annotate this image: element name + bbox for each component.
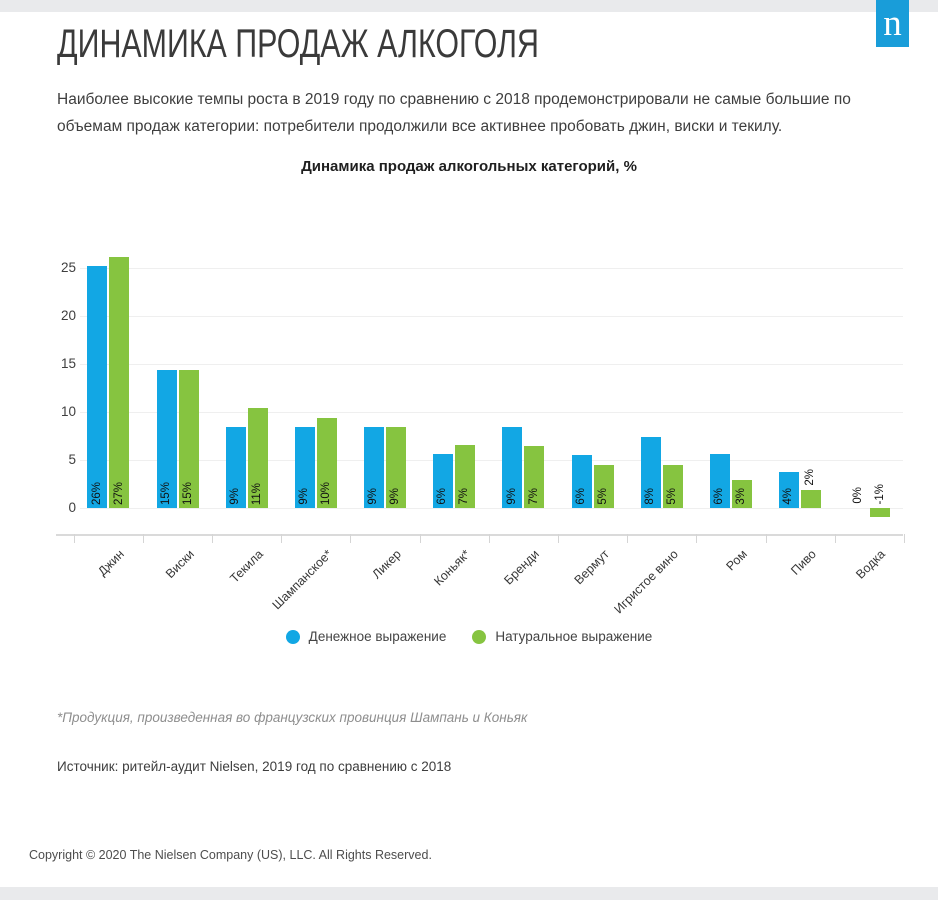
legend-swatch-icon xyxy=(472,629,487,644)
gridline xyxy=(80,508,903,509)
bar-money xyxy=(640,436,661,508)
page-subtitle: Наиболее высокие темпы роста в 2019 году… xyxy=(57,91,851,135)
legend-swatch-icon xyxy=(285,629,300,644)
nielsen-logo-letter: n xyxy=(883,3,902,44)
x-axis-category-label: Вермут xyxy=(571,547,612,588)
y-axis-tick-label: 0 xyxy=(68,500,76,515)
page-title: ДИНАМИКА ПРОДАЖ АЛКОГОЛЯ xyxy=(57,22,539,66)
bar-volume xyxy=(593,464,614,508)
bar-volume xyxy=(109,257,130,508)
bar-money xyxy=(779,472,800,508)
x-axis-category-label: Коньяк* xyxy=(431,547,474,589)
x-axis-tick xyxy=(488,534,490,543)
bar-value-label: -1% xyxy=(870,464,890,504)
bar-value-text: 2% xyxy=(804,469,817,486)
x-axis-category-label: Игристое вино xyxy=(611,547,681,617)
x-axis-tick xyxy=(73,534,75,543)
source-note: Источник: ритейл-аудит Nielsen, 2019 год… xyxy=(57,759,452,774)
x-axis-tick xyxy=(834,534,836,543)
x-axis-category-label: Водка xyxy=(853,547,889,582)
gridline xyxy=(80,412,903,413)
bar-volume xyxy=(662,464,683,508)
x-axis-tick xyxy=(765,534,767,543)
legend-label: Натуральное выражение xyxy=(495,629,653,644)
bar-money xyxy=(364,427,385,508)
bar-volume xyxy=(524,445,545,508)
x-axis-tick xyxy=(281,534,283,543)
x-axis-category-label: Пиво xyxy=(788,547,819,578)
bar-volume xyxy=(870,508,891,517)
bottom-band xyxy=(0,887,938,900)
x-axis-tick xyxy=(696,534,698,543)
x-axis-tick xyxy=(212,534,214,543)
bar-money xyxy=(87,266,108,508)
bar-volume xyxy=(731,480,752,508)
bar-money xyxy=(294,427,315,508)
x-axis-category-label: Бренди xyxy=(501,547,543,588)
bar-money xyxy=(225,427,246,508)
y-axis-tick-label: 15 xyxy=(60,356,76,371)
bar-volume xyxy=(316,417,337,508)
y-axis-tick-label: 20 xyxy=(60,308,76,323)
bar-money xyxy=(502,427,523,508)
chart-title: Динамика продаж алкогольных категорий, % xyxy=(301,158,637,175)
bar-volume xyxy=(178,369,199,508)
copyright: Copyright © 2020 The Nielsen Company (US… xyxy=(29,848,432,862)
y-axis-tick-label: 5 xyxy=(68,452,76,467)
y-axis-tick-label: 25 xyxy=(60,260,76,275)
bar-value-label: 2% xyxy=(801,446,821,486)
legend-item-money: Денежное выражение xyxy=(285,629,447,644)
bar-money xyxy=(156,369,177,508)
bar-volume xyxy=(386,427,407,508)
bar-money xyxy=(571,455,592,508)
top-band xyxy=(0,0,938,12)
x-axis-tick xyxy=(419,534,421,543)
gridline xyxy=(80,316,903,317)
bar-volume xyxy=(247,408,268,508)
bar-value-text: -1% xyxy=(873,483,886,504)
x-axis-tick xyxy=(903,534,905,543)
x-axis-tick xyxy=(627,534,629,543)
bar-volume xyxy=(801,489,822,508)
legend-item-volume: Натуральное выражение xyxy=(472,629,652,644)
nielsen-logo: n xyxy=(876,0,909,47)
x-axis-category-label: Виски xyxy=(162,547,197,581)
bar-money xyxy=(433,454,454,508)
x-axis-category-label: Ликер xyxy=(369,547,404,582)
x-axis-category-label: Джин xyxy=(95,547,128,579)
x-axis-category-label: Ром xyxy=(723,547,750,574)
footnote: *Продукция, произведенная во французских… xyxy=(57,710,528,725)
bar-money xyxy=(709,454,730,508)
x-axis-tick xyxy=(350,534,352,543)
x-axis-tick xyxy=(142,534,144,543)
x-axis-category-label: Шампанское* xyxy=(269,547,335,613)
gridline xyxy=(80,364,903,365)
bar-value-text: 0% xyxy=(851,487,864,504)
y-axis-tick-label: 10 xyxy=(60,404,76,419)
x-axis-tick xyxy=(557,534,559,543)
bar-value-label: 0% xyxy=(848,464,868,504)
x-axis-category-label: Текила xyxy=(227,547,266,586)
gridline xyxy=(80,460,903,461)
bar-volume xyxy=(455,444,476,508)
x-axis-line xyxy=(56,534,903,536)
legend-label: Денежное выражение xyxy=(308,629,447,644)
gridline xyxy=(80,268,903,269)
chart-legend: Денежное выражение Натуральное выражение xyxy=(0,629,938,644)
